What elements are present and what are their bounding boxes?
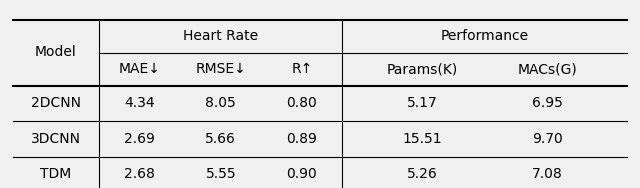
Text: RMSE↓: RMSE↓ [195, 62, 246, 76]
Text: 15.51: 15.51 [403, 132, 442, 146]
Text: 2DCNN: 2DCNN [31, 96, 81, 110]
Text: MACs(G): MACs(G) [518, 62, 577, 76]
Text: Performance: Performance [441, 29, 529, 43]
Text: 5.66: 5.66 [205, 132, 236, 146]
Text: 0.80: 0.80 [287, 96, 317, 110]
Text: 9.70: 9.70 [532, 132, 563, 146]
Text: 0.90: 0.90 [287, 167, 317, 181]
Text: 2.68: 2.68 [124, 167, 155, 181]
Text: 5.55: 5.55 [205, 167, 236, 181]
Text: 5.17: 5.17 [407, 96, 438, 110]
Text: 8.05: 8.05 [205, 96, 236, 110]
Text: 4.34: 4.34 [124, 96, 155, 110]
Text: 5.26: 5.26 [407, 167, 438, 181]
Text: Model: Model [35, 45, 77, 59]
Text: 6.95: 6.95 [532, 96, 563, 110]
Text: MAE↓: MAE↓ [119, 62, 161, 76]
Text: 2.69: 2.69 [124, 132, 155, 146]
Text: Params(K): Params(K) [387, 62, 458, 76]
Text: 3DCNN: 3DCNN [31, 132, 81, 146]
Text: 7.08: 7.08 [532, 167, 563, 181]
Text: 0.89: 0.89 [287, 132, 317, 146]
Text: TDM: TDM [40, 167, 72, 181]
Text: Heart Rate: Heart Rate [183, 29, 259, 43]
Text: R↑: R↑ [291, 62, 312, 76]
